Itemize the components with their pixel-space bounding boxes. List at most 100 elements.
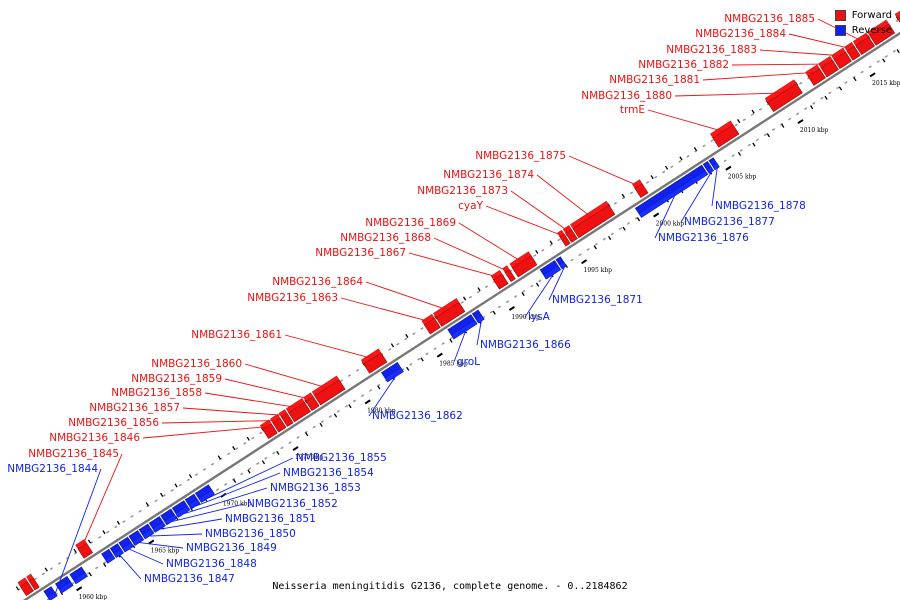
forward-minor-tick — [737, 119, 741, 124]
gene-label: lysA — [528, 311, 551, 323]
axis-tick — [653, 212, 660, 218]
gene-NMBG2136_1866 — [470, 309, 485, 324]
axis-tick — [508, 305, 516, 311]
gene-top — [58, 581, 74, 594]
gene-end — [336, 375, 346, 390]
axis-tick-label: 2015 kbp — [872, 80, 900, 87]
leader-line — [142, 426, 268, 439]
leader-line — [81, 453, 123, 547]
gene-unlabeled — [26, 573, 40, 591]
gene-end — [445, 325, 454, 339]
reverse-minor-tick — [276, 450, 280, 455]
leader-line — [53, 468, 102, 599]
forward-minor-tick — [145, 502, 149, 507]
gene-NMBG2136_1884 — [844, 42, 861, 61]
gene-NMBG2136_1864 — [433, 298, 466, 327]
gene-label: cyaY — [458, 200, 483, 212]
reverse-minor-tick — [882, 58, 886, 63]
gene-end — [182, 495, 192, 509]
gene-label: NMBG2136_1864 — [272, 276, 363, 288]
gene-label: NMBG2136_1881 — [609, 74, 700, 86]
reverse-minor-tick — [247, 469, 251, 474]
leader-line — [568, 155, 639, 187]
gene-top — [712, 162, 720, 171]
reverse-minor-tick — [449, 338, 453, 343]
reverse-minor-tick — [593, 245, 597, 250]
reverse-minor-tick — [88, 572, 92, 577]
gene-NMBG2136_1869 — [509, 251, 538, 278]
gene-unlabeled — [894, 10, 900, 23]
gene-NMBG2136_1858 — [285, 398, 311, 423]
gene-NMBG2136_1859 — [303, 392, 320, 412]
gene-end — [456, 298, 465, 312]
forward-minor-tick — [405, 333, 409, 338]
gene-label: NMBG2136_1856 — [68, 417, 159, 429]
legend-reverse-label: Reverse — [851, 25, 892, 36]
gene-top — [142, 528, 155, 540]
gene-end — [700, 160, 710, 174]
leader-line — [284, 334, 373, 359]
leader-line — [139, 542, 184, 549]
gene-top — [122, 542, 134, 553]
leader-line — [453, 331, 466, 363]
forward-minor-tick — [188, 474, 193, 479]
gene-label: NMBG2136_1882 — [638, 59, 729, 71]
gene-top — [132, 535, 144, 546]
reverse-minor-tick — [838, 86, 843, 91]
gene-end — [158, 511, 167, 525]
gene-label: NMBG2136_1860 — [151, 358, 242, 370]
reverse-minor-tick — [535, 282, 540, 287]
forward-minor-tick — [751, 109, 755, 114]
leader-line — [731, 63, 827, 66]
gene-end — [284, 409, 294, 423]
reverse-minor-tick — [348, 404, 352, 409]
leader-line — [182, 407, 285, 416]
leader-line — [548, 267, 565, 301]
leader-line — [408, 252, 498, 278]
gene-NMBG2136_1878 — [706, 156, 720, 171]
gene-end — [302, 398, 311, 412]
gene-label: NMBG2136_1863 — [247, 292, 338, 304]
gene-label: NMBG2136_1861 — [191, 329, 282, 341]
leader-line — [433, 237, 508, 272]
gene-NMBG2136_1871 — [553, 255, 567, 270]
leader-line — [654, 195, 675, 239]
gene-label: NMBG2136_1858 — [111, 387, 202, 399]
gene-label: NMBG2136_1873 — [417, 185, 508, 197]
axis-tick-label: 1975 kbp — [295, 454, 324, 461]
forward-minor-tick — [679, 156, 683, 161]
gene-NMBG2136_1873 — [562, 225, 578, 243]
gene-end — [53, 579, 62, 594]
forward-minor-tick — [232, 446, 236, 451]
forward-guide — [17, 19, 900, 591]
forward-minor-tick — [650, 175, 654, 180]
gene-NMBG2136_1881 — [805, 64, 826, 86]
gene-top — [638, 170, 709, 218]
gene-end — [639, 179, 649, 193]
leader-line — [244, 363, 327, 389]
gene-end — [606, 201, 615, 215]
axis-tick — [364, 399, 371, 405]
gene-label: NMBG2136_1877 — [684, 216, 775, 228]
gene-label: NMBG2136_1851 — [225, 513, 316, 525]
leader-line — [476, 321, 482, 346]
axis-tick — [292, 446, 299, 452]
gene-label: NMBG2136_1859 — [131, 373, 222, 385]
gene-NMBG2136_1883 — [831, 47, 852, 70]
leader-line — [788, 33, 851, 50]
axis-tick-label: 1990 kbp — [511, 314, 540, 321]
gene-NMBG2136_1860 — [311, 375, 346, 406]
gene-label: NMBG2136_1853 — [270, 482, 361, 494]
forward-minor-tick — [390, 343, 395, 348]
reverse-minor-tick — [492, 310, 496, 315]
gene-label: NMBG2136_1876 — [658, 232, 749, 244]
reverse-minor-tick — [420, 357, 424, 362]
reverse-minor-tick — [622, 226, 626, 231]
gene-unlabeled — [99, 548, 116, 564]
gene-unlabeled — [867, 19, 896, 46]
axis-tick-label: 1970 kbp — [223, 501, 252, 508]
gene-unlabeled — [53, 575, 74, 594]
legend: Forward Reverse — [834, 8, 892, 38]
axis-tick-label: 1985 kbp — [439, 361, 468, 368]
gene-label: trmE — [620, 104, 645, 116]
